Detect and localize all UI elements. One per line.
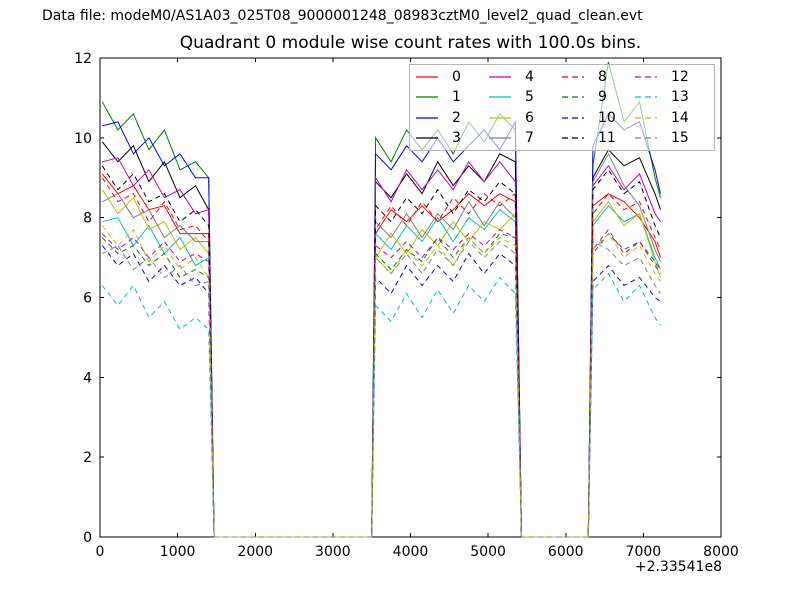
- series-line-10: [101, 245, 661, 538]
- legend-item-label: 15: [671, 129, 689, 146]
- legend-item-9: 9: [562, 87, 635, 107]
- x-tick-label: 6000: [548, 544, 584, 560]
- y-tick-label: 6: [83, 291, 92, 307]
- legend-item-label: 2: [452, 109, 461, 126]
- series-line-11: [101, 165, 661, 538]
- legend-line-sample: [416, 137, 438, 139]
- legend-line-sample: [416, 76, 438, 78]
- series-line-13: [101, 272, 661, 538]
- legend-line-sample: [489, 96, 511, 98]
- legend-item-14: 14: [635, 108, 708, 128]
- legend-item-12: 12: [635, 67, 708, 87]
- legend: 0 1 2 3 4 5 6 7 8 9 10 11 12 13 14 15: [409, 64, 715, 151]
- legend-item-15: 15: [635, 128, 708, 148]
- legend-line-sample: [489, 117, 511, 119]
- legend-item-10: 10: [562, 108, 635, 128]
- series-line-8: [101, 177, 661, 538]
- series-line-6: [101, 189, 661, 538]
- legend-item-label: 3: [452, 129, 461, 146]
- legend-item-2: 2: [416, 108, 489, 128]
- x-tick-label: 1000: [160, 544, 196, 560]
- legend-item-label: 4: [525, 69, 534, 86]
- legend-line-sample: [562, 137, 584, 139]
- legend-item-label: 13: [671, 89, 689, 106]
- legend-line-sample: [489, 76, 511, 78]
- legend-item-label: 7: [525, 129, 534, 146]
- x-tick-label: 0: [96, 544, 105, 560]
- legend-item-7: 7: [489, 128, 562, 148]
- legend-item-5: 5: [489, 87, 562, 107]
- legend-item-label: 11: [598, 129, 616, 146]
- x-tick-label: 4000: [393, 544, 429, 560]
- legend-item-label: 5: [525, 89, 534, 106]
- x-tick-label: 8000: [703, 544, 739, 560]
- y-tick-label: 4: [83, 370, 92, 386]
- legend-line-sample: [562, 117, 584, 119]
- chart-title: Quadrant 0 module wise count rates with …: [179, 33, 642, 53]
- legend-item-8: 8: [562, 67, 635, 87]
- legend-item-label: 8: [598, 69, 607, 86]
- legend-line-sample: [562, 76, 584, 78]
- legend-line-sample: [416, 96, 438, 98]
- series-line-0: [101, 173, 661, 538]
- series-line-5: [102, 204, 661, 538]
- legend-item-label: 6: [525, 109, 534, 126]
- series-line-3: [101, 141, 661, 538]
- x-tick-label: 7000: [626, 544, 662, 560]
- y-tick-label: 12: [74, 51, 92, 67]
- legend-item-0: 0: [416, 67, 489, 87]
- legend-line-sample: [489, 137, 511, 139]
- x-tick-label: 5000: [470, 544, 506, 560]
- y-tick-label: 2: [83, 450, 92, 466]
- datafile-label: Data file: modeM0/AS1A03_025T08_90000012…: [42, 8, 643, 24]
- series-line-2: [102, 113, 661, 538]
- legend-item-4: 4: [489, 67, 562, 87]
- legend-item-label: 10: [598, 109, 616, 126]
- legend-item-label: 12: [671, 69, 689, 86]
- legend-item-label: 0: [452, 69, 461, 86]
- x-tick-label: 2000: [237, 544, 273, 560]
- y-tick-label: 8: [83, 211, 92, 227]
- legend-line-sample: [635, 117, 657, 119]
- series-line-14: [101, 225, 661, 538]
- legend-line-sample: [635, 137, 657, 139]
- legend-line-sample: [416, 117, 438, 119]
- legend-item-3: 3: [416, 128, 489, 148]
- y-tick-label: 0: [83, 530, 92, 546]
- series-line-12: [101, 228, 661, 538]
- legend-item-11: 11: [562, 128, 635, 148]
- y-tick-label: 10: [74, 131, 92, 147]
- series-line-15: [102, 240, 661, 538]
- legend-line-sample: [635, 76, 657, 78]
- legend-line-sample: [562, 96, 584, 98]
- legend-item-label: 14: [671, 109, 689, 126]
- x-tick-label: 3000: [315, 544, 351, 560]
- legend-item-13: 13: [635, 87, 708, 107]
- legend-item-label: 1: [452, 89, 461, 106]
- series-line-9: [101, 232, 661, 538]
- legend-item-6: 6: [489, 108, 562, 128]
- series-line-4: [102, 157, 661, 538]
- legend-item-1: 1: [416, 87, 489, 107]
- x-axis-offset-label: +2.33541e8: [634, 559, 722, 575]
- legend-line-sample: [635, 96, 657, 98]
- legend-item-label: 9: [598, 89, 607, 106]
- series-line-7: [102, 152, 661, 538]
